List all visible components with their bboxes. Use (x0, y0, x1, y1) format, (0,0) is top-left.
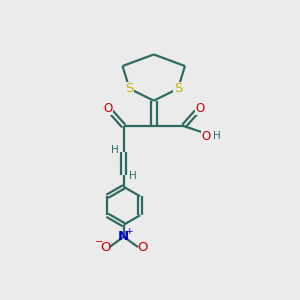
Text: H: H (129, 171, 136, 181)
Text: +: + (125, 227, 133, 236)
Text: H: H (111, 145, 119, 155)
Text: H: H (213, 131, 220, 141)
Text: O: O (137, 241, 148, 254)
Text: O: O (201, 130, 210, 143)
Text: −: − (94, 237, 103, 247)
Text: N: N (118, 230, 129, 243)
Text: O: O (195, 102, 205, 115)
Text: O: O (100, 241, 110, 254)
Text: O: O (103, 102, 112, 115)
Text: S: S (174, 82, 182, 95)
Text: S: S (125, 82, 134, 95)
